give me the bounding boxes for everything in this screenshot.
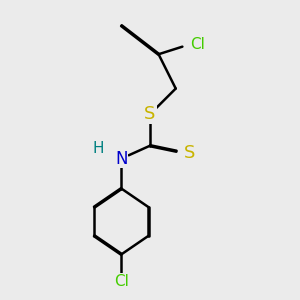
Text: H: H	[93, 141, 104, 156]
Text: N: N	[115, 150, 128, 168]
Text: S: S	[184, 144, 196, 162]
Text: S: S	[144, 105, 156, 123]
Text: Cl: Cl	[114, 274, 129, 289]
Text: Cl: Cl	[190, 37, 205, 52]
